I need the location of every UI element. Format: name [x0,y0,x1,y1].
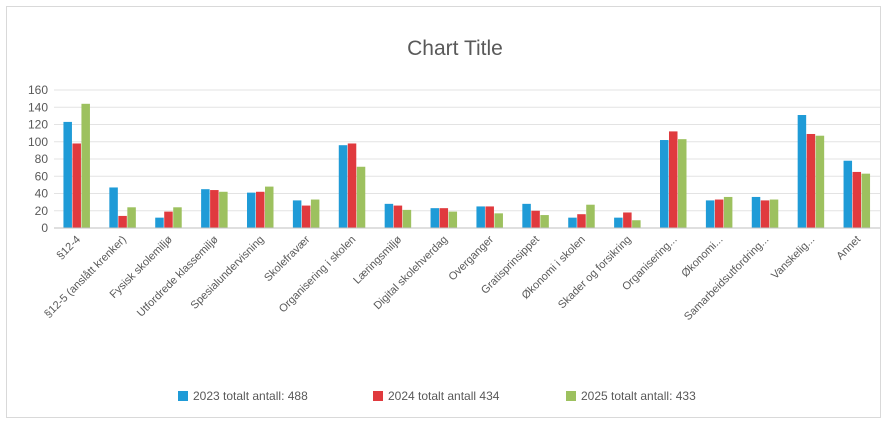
bar [72,143,81,228]
x-tick-label: Organisering i skolen [277,234,359,316]
bar [265,186,274,228]
y-tick-label: 120 [28,118,48,132]
bar [852,171,862,228]
bar [531,210,540,228]
legend: 2023 totalt antall: 488 2024 totalt antal… [178,389,696,403]
bar [632,220,641,228]
bar [723,196,733,228]
bars [63,103,871,228]
bar [402,209,412,228]
bar [678,139,687,228]
x-tick-label: Økonomi... [679,234,725,280]
bar [127,207,136,228]
legend-swatch [566,391,576,401]
bar [660,140,669,228]
x-tick-label: §12-4 [55,234,83,262]
bar [201,189,210,228]
bar [705,200,715,228]
bar [540,215,549,228]
bar [164,211,173,228]
bar [568,217,577,228]
bar [815,135,825,228]
bar [155,217,164,228]
y-axis-ticks: 0 20 40 60 80 100 120 140 160 [28,83,48,235]
bar [485,206,494,228]
legend-label: 2025 totalt antall: 433 [581,389,696,403]
bar [623,212,632,228]
bar [109,187,118,228]
bar [384,203,394,228]
bar [210,190,219,228]
bar [494,213,503,228]
bar [430,208,440,228]
bar [118,215,127,228]
y-tick-label: 100 [28,135,48,149]
bar [614,217,623,228]
bar [256,191,265,228]
y-tick-label: 80 [35,152,49,166]
bar [669,131,678,228]
legend-item: 2025 totalt antall: 433 [566,389,696,403]
y-tick-label: 0 [41,221,48,235]
bar [843,160,853,228]
bar [393,205,403,228]
bar [797,115,807,228]
bar [301,205,311,228]
x-axis-labels: §12-4§12-5 (anslått krenker)Fysisk skole… [42,233,863,323]
legend-item: 2024 totalt antall 434 [373,389,500,403]
bar [577,214,586,228]
y-tick-label: 160 [28,83,48,97]
bar [586,204,595,228]
bar [522,203,531,228]
bar [714,199,724,228]
bar [448,211,458,228]
bar [347,143,357,228]
bar [247,192,256,228]
bar [751,196,761,228]
x-tick-label: Utfordrede klassemiljø [135,233,221,319]
y-tick-label: 40 [35,187,49,201]
legend-label: 2024 totalt antall 434 [388,389,500,403]
legend-swatch [373,391,383,401]
bar [439,208,449,228]
legend-label: 2023 totalt antall: 488 [193,389,308,403]
y-tick-label: 60 [35,169,49,183]
bar [861,173,871,228]
legend-swatch [178,391,188,401]
bar [760,200,770,228]
x-tick-label: Annet [834,234,863,263]
bar [356,166,366,228]
gridlines [54,89,880,212]
bar [173,207,182,228]
bar [338,145,348,228]
chart-title: Chart Title [407,37,503,60]
bar [310,199,320,228]
x-tick-label: §12-5 (anslått krenker) [42,234,129,321]
x-tick-label: Samarbeidsutfordring... [682,234,771,323]
bar [769,199,779,228]
legend-item: 2023 totalt antall: 488 [178,389,308,403]
bar [476,206,485,228]
x-tick-label: Skolefravær [262,233,313,284]
x-tick-label: Vanskelig... [769,234,817,282]
bar [219,191,228,228]
x-tick-label: Overganger [447,233,497,283]
y-tick-label: 20 [35,204,49,218]
bar [63,121,72,228]
bar [292,200,302,228]
y-tick-label: 140 [28,100,48,114]
bar [81,103,90,228]
bar [806,133,816,228]
